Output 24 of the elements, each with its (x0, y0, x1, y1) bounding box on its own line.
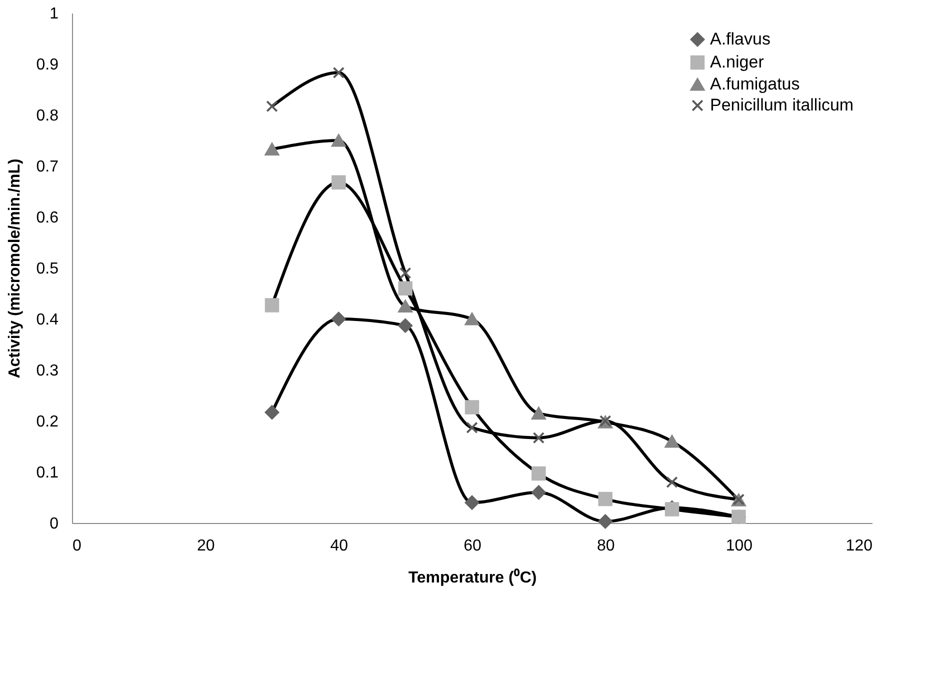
x-tick-label: 0 (72, 538, 82, 554)
x-tick-label: 20 (196, 538, 215, 554)
y-tick-label: 0.1 (36, 464, 59, 482)
x-axis-title: Temperature (⁰C) (408, 568, 537, 586)
y-tick-label: 0 (50, 516, 59, 532)
legend-label: Penicillum itallicum (710, 96, 854, 114)
legend-label: A.fumigatus (710, 74, 800, 94)
y-tick-label: 1 (50, 6, 59, 22)
x-tick-label: 40 (330, 538, 348, 554)
y-tick-label: 0.5 (36, 260, 59, 278)
y-tick-label: 0.2 (36, 414, 59, 430)
y-tick-label: 0.7 (36, 158, 59, 176)
x-tick-label: 100 (726, 538, 753, 554)
y-tick-label: 0.4 (36, 312, 59, 328)
legend-label: A.niger (710, 52, 764, 72)
y-axis-title: Activity (micromole/min./mL) (6, 158, 24, 378)
legend-label: A.flavus (710, 30, 770, 48)
x-tick-label: 60 (464, 538, 482, 554)
x-tick-label: 80 (596, 538, 615, 554)
x-tick-label: 120 (846, 538, 873, 554)
y-tick-label: 0.3 (36, 362, 59, 380)
y-tick-label: 0.6 (36, 210, 59, 226)
y-tick-label: 0.8 (36, 108, 59, 124)
y-tick-label: 0.9 (36, 56, 59, 74)
